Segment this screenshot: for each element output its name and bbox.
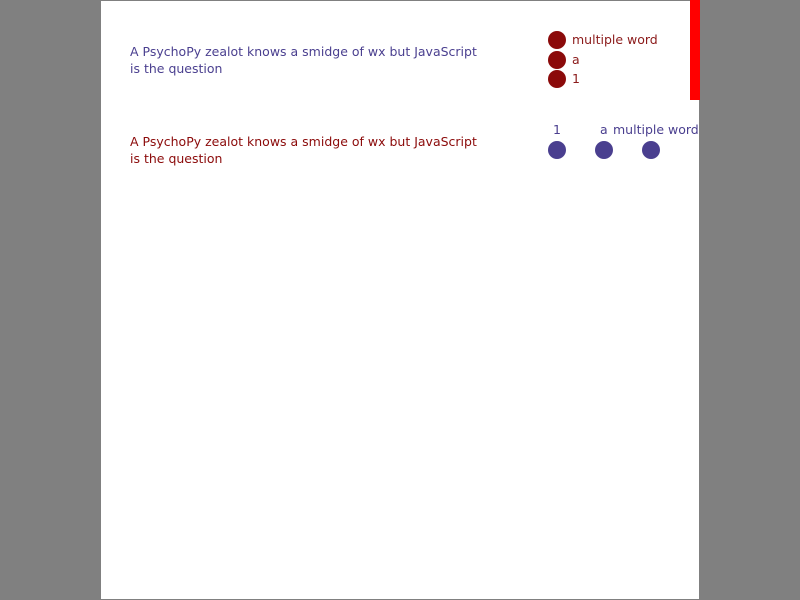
item-2-option-2-radio[interactable] [595, 141, 613, 159]
item-2-option-3-label: multiple word [613, 122, 699, 137]
item-1-option-2-label: a [572, 52, 580, 67]
item-1-question: A PsychoPy zealot knows a smidge of wx b… [130, 44, 477, 76]
item-2-option-1-radio[interactable] [548, 141, 566, 159]
item-1-option-1-label: multiple word [572, 32, 658, 47]
item-2-option-3-radio[interactable] [642, 141, 660, 159]
item-1-option-3-label: 1 [572, 71, 580, 86]
form-scrollbar[interactable] [690, 0, 700, 100]
item-2-option-1-label: 1 [553, 122, 561, 137]
item-1-option-2-radio[interactable] [548, 51, 566, 69]
form-panel [101, 1, 699, 599]
item-2-question: A PsychoPy zealot knows a smidge of wx b… [130, 134, 477, 166]
item-2-option-2-label: a [600, 122, 608, 137]
item-1-option-3-radio[interactable] [548, 70, 566, 88]
item-1-option-1-radio[interactable] [548, 31, 566, 49]
